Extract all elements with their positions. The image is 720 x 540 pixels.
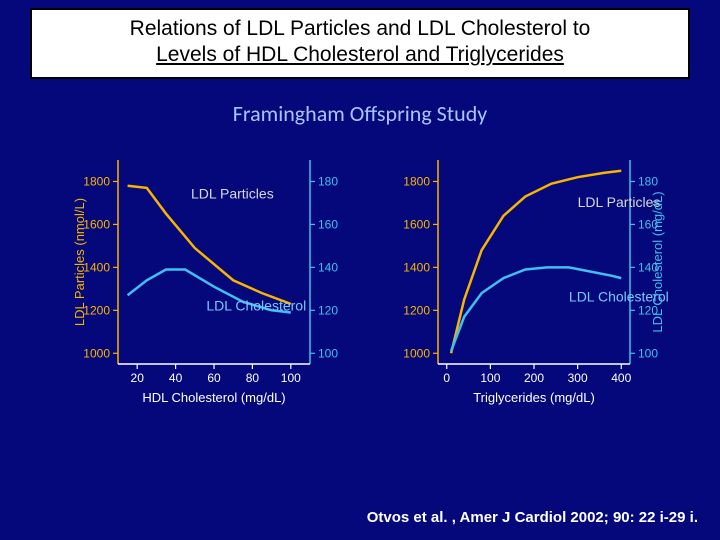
svg-text:180: 180 bbox=[318, 174, 338, 188]
svg-text:40: 40 bbox=[169, 371, 183, 385]
svg-text:Triglycerides (mg/dL): Triglycerides (mg/dL) bbox=[473, 390, 595, 405]
title-line2: Levels of HDL Cholesterol and Triglyceri… bbox=[156, 43, 564, 66]
svg-text:LDL Particles: LDL Particles bbox=[191, 186, 274, 202]
title-line1: Relations of LDL Particles and LDL Chole… bbox=[130, 17, 591, 40]
svg-text:100: 100 bbox=[318, 346, 338, 360]
slide-title: Relations of LDL Particles and LDL Chole… bbox=[30, 8, 690, 79]
svg-text:1800: 1800 bbox=[83, 174, 110, 188]
svg-text:1400: 1400 bbox=[83, 260, 110, 274]
svg-text:120: 120 bbox=[318, 303, 338, 317]
svg-text:LDL Cholesterol (mg/dL): LDL Cholesterol (mg/dL) bbox=[650, 191, 665, 332]
svg-text:200: 200 bbox=[524, 371, 544, 385]
subtitle: Framingham Offspring Study bbox=[0, 100, 720, 127]
svg-text:0: 0 bbox=[443, 371, 450, 385]
svg-text:180: 180 bbox=[638, 174, 658, 188]
chart-hdl: 20 40 60 80 100 1000 1200 1400 1600 1800 100 120 140… bbox=[70, 150, 350, 410]
svg-text:1200: 1200 bbox=[403, 303, 430, 317]
svg-text:100: 100 bbox=[638, 346, 658, 360]
svg-text:160: 160 bbox=[318, 217, 338, 231]
svg-text:HDL Cholesterol (mg/dL): HDL Cholesterol (mg/dL) bbox=[142, 390, 285, 405]
svg-text:1600: 1600 bbox=[403, 217, 430, 231]
svg-text:60: 60 bbox=[207, 371, 221, 385]
svg-text:140: 140 bbox=[318, 260, 338, 274]
svg-text:1000: 1000 bbox=[83, 346, 110, 360]
svg-text:1600: 1600 bbox=[83, 217, 110, 231]
svg-text:80: 80 bbox=[246, 371, 260, 385]
svg-text:LDL Cholesterol: LDL Cholesterol bbox=[206, 297, 306, 313]
citation: Otvos et al. , Amer J Cardiol 2002; 90: … bbox=[367, 509, 698, 526]
svg-text:20: 20 bbox=[131, 371, 145, 385]
chart-triglycerides: 0100200300400100012001400160018001001201… bbox=[390, 150, 670, 410]
svg-text:LDL Particles: LDL Particles bbox=[578, 194, 661, 210]
svg-text:100: 100 bbox=[281, 371, 301, 385]
svg-text:400: 400 bbox=[611, 371, 631, 385]
svg-text:1000: 1000 bbox=[403, 346, 430, 360]
svg-text:300: 300 bbox=[568, 371, 588, 385]
svg-text:1800: 1800 bbox=[403, 174, 430, 188]
svg-text:1400: 1400 bbox=[403, 260, 430, 274]
svg-text:LDL Particles (nmol/L): LDL Particles (nmol/L) bbox=[72, 198, 87, 326]
svg-text:100: 100 bbox=[480, 371, 500, 385]
svg-text:1200: 1200 bbox=[83, 303, 110, 317]
